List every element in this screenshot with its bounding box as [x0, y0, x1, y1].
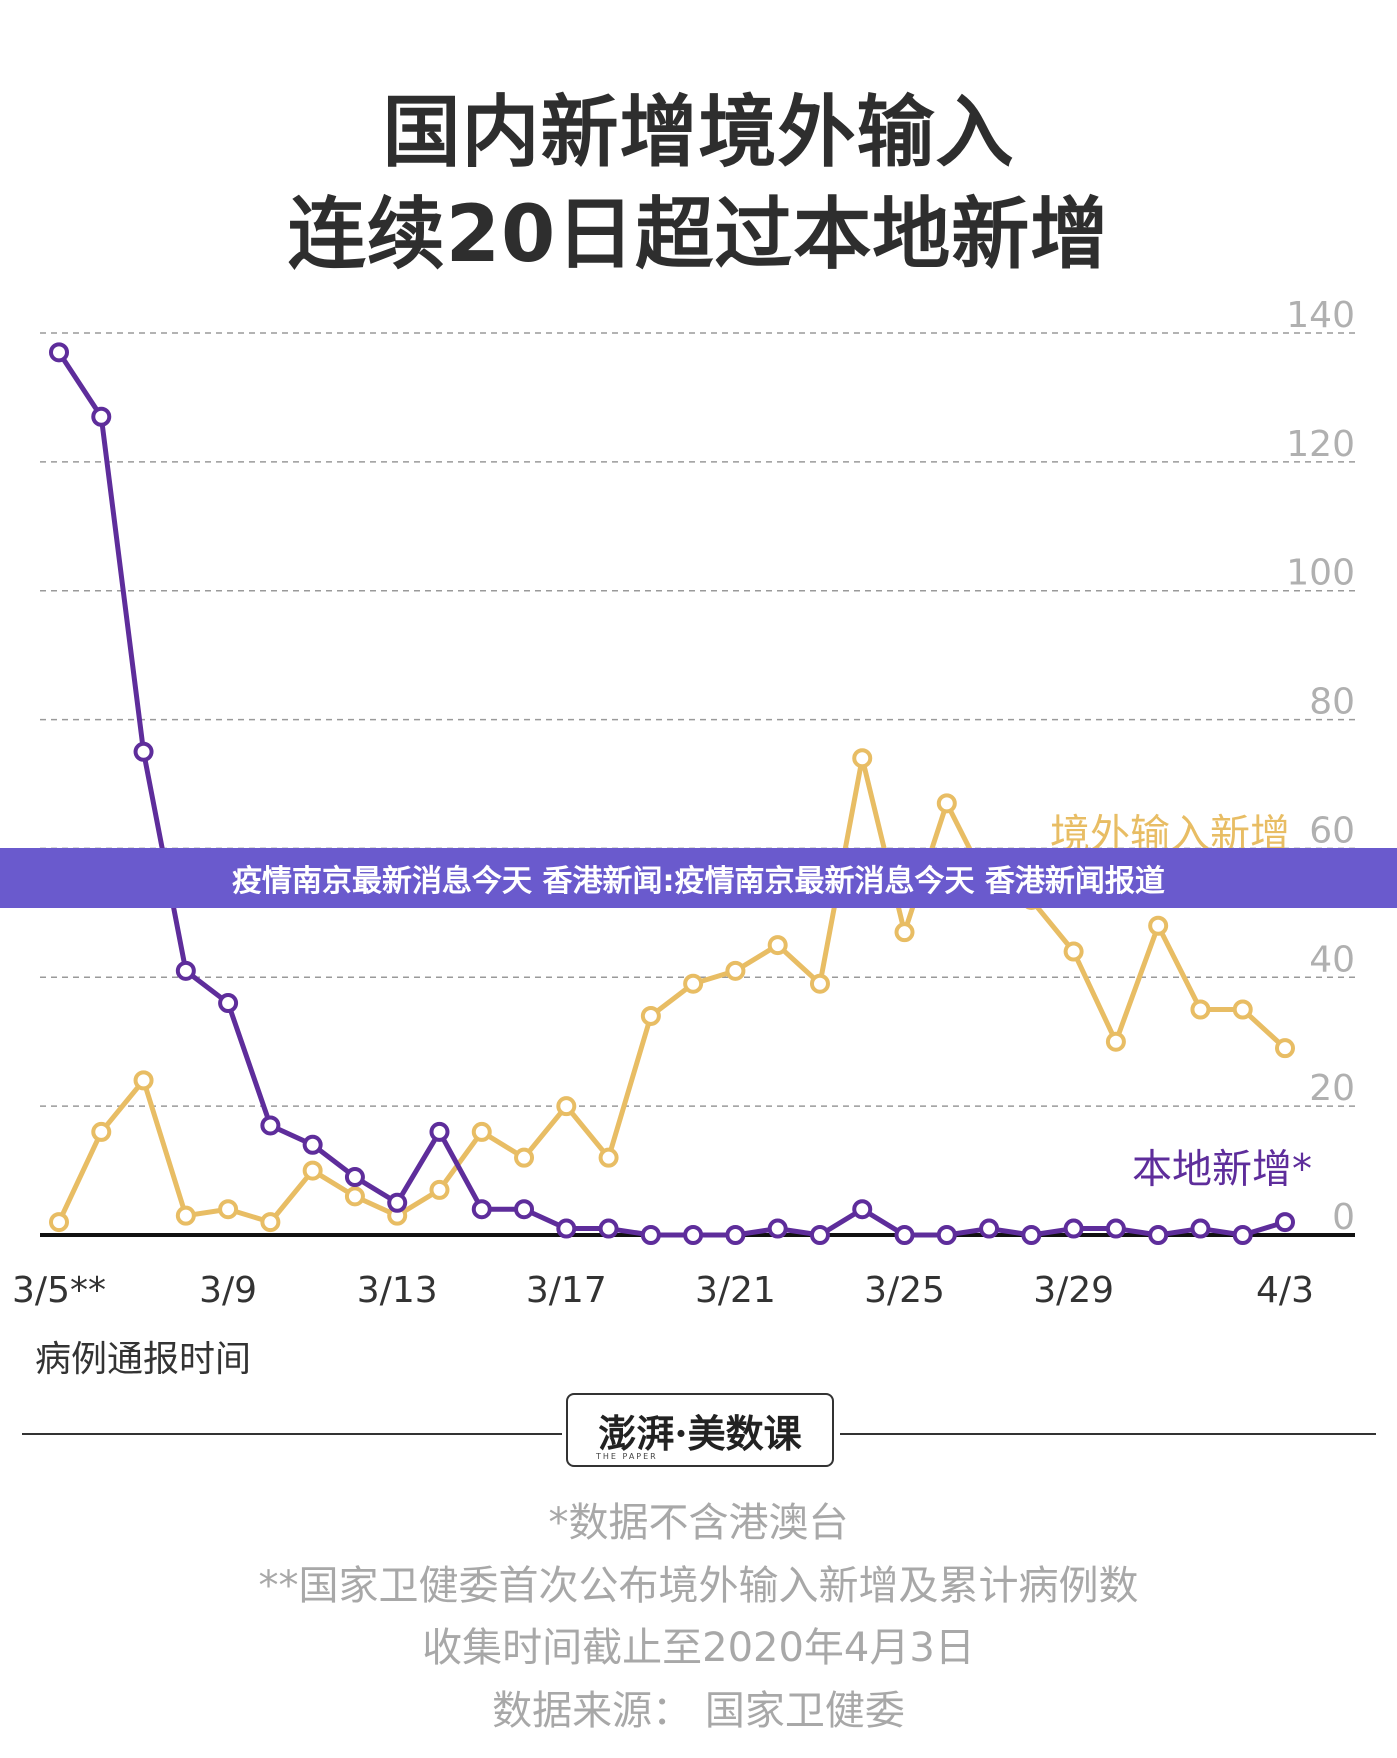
data-point — [979, 1218, 1000, 1239]
footer-divider-left — [22, 1433, 562, 1435]
x-tick-label: 3/17 — [526, 1270, 607, 1311]
data-point — [133, 741, 154, 762]
data-point — [1232, 1225, 1253, 1245]
x-tick-label: 3/21 — [695, 1270, 776, 1311]
data-point — [49, 1212, 69, 1233]
data-point — [471, 1199, 492, 1220]
data-point — [598, 1218, 619, 1239]
data-point — [809, 973, 830, 994]
data-point — [852, 748, 873, 769]
data-point — [725, 960, 746, 981]
series-label-local: 本地新增* — [1132, 1147, 1312, 1193]
series-line — [56, 350, 1286, 1238]
footnote-first-report: **国家卫健委首次公布境外输入新增及累计病例数 — [258, 1563, 1139, 1609]
thepaper-logo: 澎湃·美数课 THE PAPER — [566, 1393, 834, 1467]
y-tick-label: 120 — [1286, 424, 1355, 465]
data-point — [471, 1121, 492, 1142]
x-tick-label: 4/3 — [1256, 1270, 1314, 1311]
data-point — [767, 1218, 788, 1239]
data-point — [1148, 915, 1169, 936]
data-point — [894, 1225, 915, 1245]
data-point — [1190, 999, 1211, 1020]
x-tick-label: 3/29 — [1033, 1270, 1114, 1311]
y-tick-label: 100 — [1286, 553, 1355, 594]
data-point — [1275, 1038, 1295, 1059]
x-axis-title: 病例通报时间 — [35, 1339, 252, 1380]
headline-banner-text: 疫情南京最新消息今天 香港新闻:疫情南京最新消息今天 香港新闻报道 — [232, 864, 1165, 899]
data-point — [725, 1225, 746, 1245]
logo-text: 澎湃·美数课 — [598, 1410, 802, 1456]
data-point — [344, 1186, 365, 1207]
data-point — [1275, 1212, 1295, 1233]
data-point — [49, 342, 69, 363]
data-point — [1063, 941, 1084, 962]
data-point — [556, 1218, 577, 1239]
data-point — [175, 1205, 196, 1226]
data-point — [1190, 1218, 1211, 1239]
data-point — [429, 1179, 450, 1200]
data-point — [514, 1147, 535, 1168]
data-point — [302, 1134, 323, 1155]
data-point — [683, 1225, 704, 1245]
headline-banner[interactable]: 疫情南京最新消息今天 香港新闻:疫情南京最新消息今天 香港新闻报道 — [0, 848, 1397, 908]
data-point — [1105, 1218, 1126, 1239]
y-tick-label: 40 — [1309, 939, 1355, 980]
data-point — [852, 1199, 873, 1220]
data-point — [175, 960, 196, 981]
data-point — [894, 922, 915, 943]
y-tick-label: 60 — [1309, 810, 1355, 851]
data-point — [218, 993, 239, 1014]
footnote-data-source: 数据来源： 国家卫健委 — [492, 1688, 905, 1734]
x-tick-label: 3/9 — [199, 1270, 257, 1311]
data-point — [302, 1160, 323, 1181]
data-point — [91, 406, 112, 427]
data-point — [640, 1005, 661, 1026]
data-point — [809, 1225, 830, 1245]
logo-subtext: THE PAPER — [596, 1452, 658, 1461]
data-point — [260, 1115, 281, 1136]
x-tick-label: 3/5** — [12, 1270, 106, 1311]
x-tick-label: 3/13 — [357, 1270, 438, 1311]
data-point — [1232, 999, 1253, 1020]
chart-title-line-1: 国内新增境外输入 — [382, 88, 1015, 178]
data-point — [429, 1121, 450, 1142]
data-point — [514, 1199, 535, 1220]
footnote-region: *数据不含港澳台 — [548, 1500, 849, 1546]
data-point — [683, 973, 704, 994]
data-point — [767, 935, 788, 956]
data-point — [133, 1070, 154, 1091]
data-point — [640, 1225, 661, 1245]
data-point — [1148, 1225, 1169, 1245]
data-point — [387, 1192, 408, 1213]
y-tick-label: 0 — [1332, 1197, 1355, 1238]
data-point — [556, 1096, 577, 1117]
data-point — [1063, 1218, 1084, 1239]
footnote-cutoff-date: 收集时间截止至2020年4月3日 — [422, 1625, 975, 1671]
data-point — [936, 793, 957, 814]
y-tick-label: 140 — [1286, 295, 1355, 336]
data-point — [260, 1212, 281, 1233]
data-point — [218, 1199, 239, 1220]
data-point — [344, 1167, 365, 1188]
data-point — [1105, 1031, 1126, 1052]
data-point — [1021, 1225, 1042, 1245]
chart-title-line-2: 连续20日超过本地新增 — [287, 190, 1110, 280]
y-tick-label: 80 — [1309, 682, 1355, 723]
data-point — [598, 1147, 619, 1168]
line-chart: 0 20 40 60 80 100 120 140 3/5** 3/9 3/13 3/17 3/21 3/… — [12, 295, 1355, 1311]
data-point — [936, 1225, 957, 1245]
x-tick-label: 3/25 — [864, 1270, 945, 1311]
data-point — [91, 1121, 112, 1142]
footer-divider-right — [840, 1433, 1376, 1435]
y-tick-label: 20 — [1309, 1068, 1355, 1109]
